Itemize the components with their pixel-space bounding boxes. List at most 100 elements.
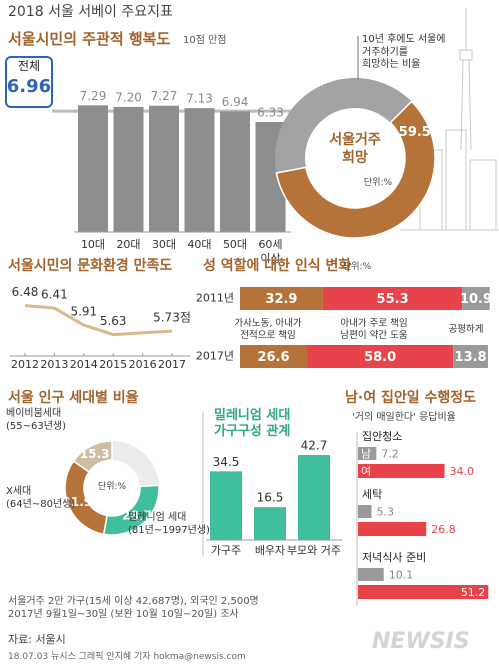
annotation: 10년 후에도 서울에 거주하기를 희망하는 비율: [362, 34, 446, 70]
chart-title: 서울거주 희망: [329, 132, 381, 166]
value-label: 28.7: [122, 509, 152, 523]
bar: [184, 108, 215, 232]
x-tick-label: 40대: [187, 238, 212, 251]
overall-value: 6.96: [6, 76, 52, 97]
unit: 단위:%: [343, 262, 372, 272]
unit: 단위:%: [363, 178, 393, 188]
bar: [358, 585, 489, 599]
value-label: 59.5: [399, 125, 431, 140]
value-label: 10.9: [460, 292, 492, 307]
chart-title: 서울시민의 문화환경 만족도: [8, 258, 173, 274]
x-tick-label: 30대: [151, 238, 177, 251]
bar-segment: [453, 345, 488, 368]
x-tick-label: 가구주: [210, 544, 242, 557]
value-label: 7.20: [115, 90, 142, 104]
bar: [358, 568, 384, 581]
bar: [254, 507, 286, 540]
value-label: 34.5: [213, 455, 240, 469]
category-label: 집안청소: [362, 430, 402, 443]
header-title: 2018 서울 서베이 주요지표: [8, 4, 173, 20]
unit: 단위:%: [97, 482, 127, 492]
legend-label: 공평하게: [448, 324, 484, 335]
value-label: 55.3: [377, 292, 409, 307]
chart-title: 서울시민의 주관적 행복도: [8, 30, 171, 48]
bar-segment: [240, 345, 308, 368]
bar-segment: [240, 287, 323, 310]
value-label: 10.1: [389, 569, 414, 582]
value-label: 6.33: [257, 106, 284, 120]
y-tick-label: 2017년: [196, 350, 234, 363]
overall-box: [5, 56, 53, 108]
category-label: X세대 (64년~80년생): [6, 486, 76, 510]
value-label: 7.27: [151, 89, 178, 103]
x-tick-label: 부모와 거주: [286, 544, 342, 557]
donut-slice: [275, 100, 436, 239]
value-label: 42.7: [301, 439, 328, 453]
value-label: 6.41: [41, 288, 68, 302]
value-label: 15.3: [80, 447, 110, 461]
x-tick-label: 2013: [40, 358, 68, 371]
bar: [358, 447, 377, 460]
chart-title: 서울 인구 세대별 비율: [8, 390, 139, 406]
value-label: 5.91: [70, 305, 97, 319]
value-label: 5.73점: [153, 311, 191, 325]
value-label: 58.0: [364, 350, 396, 365]
value-label: 5.3: [376, 506, 394, 519]
x-tick-label: 2012: [11, 358, 39, 371]
value-label: 31.9: [63, 495, 93, 509]
legend-label: 여: [361, 465, 371, 478]
chart-title: 성 역할에 대한 인식 변화: [203, 258, 352, 274]
category-label: 저녁식사 준비: [362, 551, 426, 564]
x-tick-label: 20대: [116, 238, 141, 251]
footer-note: 서울거주 2만 가구(15세 이상 42,687명), 외국인 2,500명 2…: [8, 596, 259, 620]
value-label: 7.29: [80, 89, 107, 103]
value-label: 5.63: [100, 314, 127, 328]
bar: [78, 105, 108, 232]
value-label: 7.2: [381, 448, 399, 461]
chart-subtitle: '거의 매일한다' 응답비율: [352, 412, 456, 423]
x-tick-label: 60세 이상: [258, 238, 283, 265]
bar: [220, 111, 250, 232]
value-label: 26.6: [257, 350, 289, 365]
donut-slice: [102, 484, 160, 536]
x-tick-label: 2016: [129, 358, 157, 371]
legend-label: 가사노동, 아내가 전적으로 책임: [234, 318, 302, 341]
bar: [149, 105, 179, 232]
value-label: 7.13: [186, 92, 213, 106]
footer-credit: 18.07.03 뉴시스 그래픽 안지혜 기자 hokma@newsis.com: [8, 652, 246, 662]
bar: [210, 471, 242, 540]
value-label: 6.48: [12, 285, 39, 299]
line: [24, 304, 173, 337]
category-label: 밀레니엄 세대 (81년~1997년생): [128, 512, 210, 536]
bar-segment: [307, 345, 454, 368]
bar: [358, 522, 427, 536]
legend-label: 남: [361, 448, 371, 461]
footer-source: 자료: 서울시: [8, 633, 66, 646]
value-label: 32.9: [265, 292, 297, 307]
x-tick-label: 10대: [80, 238, 106, 251]
x-tick-label: 배우자: [254, 544, 286, 557]
bar: [358, 505, 372, 518]
bar: [358, 464, 445, 478]
value-label: 34.0: [450, 465, 475, 478]
chart-title: 밀레니엄 세대 가구구성 관계: [214, 408, 291, 440]
overall-label: 전체: [17, 59, 41, 73]
value-label: 51.2: [461, 586, 486, 599]
logo: NEWSIS: [372, 629, 470, 654]
chart-subtitle: 10점 만점: [183, 35, 227, 46]
x-tick-label: 50대: [222, 238, 248, 251]
value-label: 16.5: [257, 491, 284, 505]
x-tick-label: 2015: [99, 358, 127, 371]
bar-segment: [462, 287, 490, 310]
value-label: 26.8: [431, 523, 456, 536]
value-label: 13.8: [455, 350, 487, 365]
category-label: 베이비붐세대 (55~63년생): [6, 408, 67, 432]
y-tick-label: 2011년: [196, 292, 234, 305]
value-label: 6.94: [222, 95, 249, 109]
bar-segment: [322, 287, 463, 310]
x-tick-label: 2014: [70, 358, 98, 371]
category-label: 세탁: [362, 488, 382, 501]
legend-label: 아내가 주로 책임 남편이 약간 도움: [340, 318, 408, 341]
